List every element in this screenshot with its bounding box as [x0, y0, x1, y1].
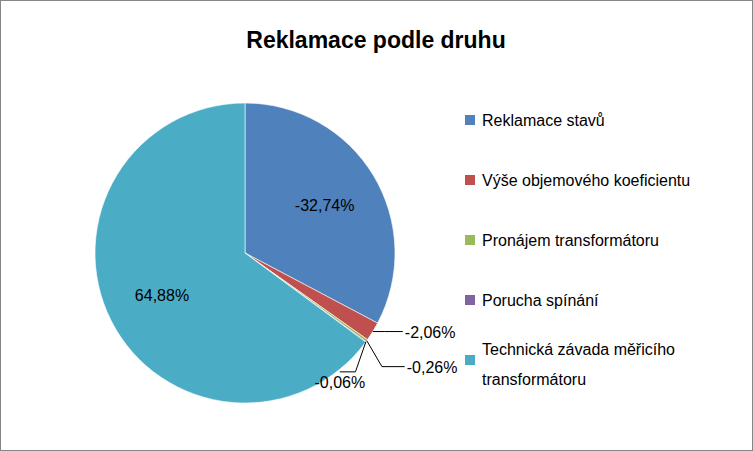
legend-swatch	[465, 235, 475, 245]
leader-line	[340, 342, 366, 372]
legend-label: Výše objemového koeficientu	[482, 172, 690, 189]
legend-line: Technická závada měřicího	[482, 341, 675, 358]
legend-label: Pronájem transformátoru	[482, 232, 659, 249]
legend-line: transformátoru	[482, 371, 586, 388]
data-label: -32,74%	[295, 197, 355, 214]
data-label: -2,06%	[405, 324, 456, 341]
legend-swatch	[465, 355, 475, 365]
legend-swatch	[465, 115, 475, 125]
legend-swatch	[465, 295, 475, 305]
legend-line: Výše objemového koeficientu	[482, 172, 690, 189]
leader-line	[367, 341, 405, 367]
leader-line	[373, 331, 403, 332]
frame	[1, 1, 753, 451]
slices	[95, 103, 395, 403]
data-labels: -32,74% -2,06% -0,26% -0,06% 64,88%	[135, 197, 458, 391]
data-label: -0,06%	[315, 374, 366, 391]
title: Reklamace podle druhu	[246, 27, 505, 53]
legend-label: Reklamace stavů	[482, 112, 605, 129]
data-label: -0,26%	[407, 359, 458, 376]
chart: Reklamace podle druhu -32,74% -2,06% -0,26%…	[0, 0, 753, 451]
slice	[95, 103, 366, 403]
legend-line: Porucha spínání	[482, 292, 599, 309]
legend-line: Pronájem transformátoru	[482, 232, 659, 249]
legend-line: Reklamace stavů	[482, 112, 605, 129]
legend: Reklamace stavů Výše objemového koeficien…	[465, 112, 690, 388]
legend-swatch	[465, 175, 475, 185]
legend-label: Porucha spínání	[482, 292, 599, 309]
legend-label: Technická závada měřicího transformátoru	[482, 341, 675, 388]
data-label: 64,88%	[135, 287, 189, 304]
